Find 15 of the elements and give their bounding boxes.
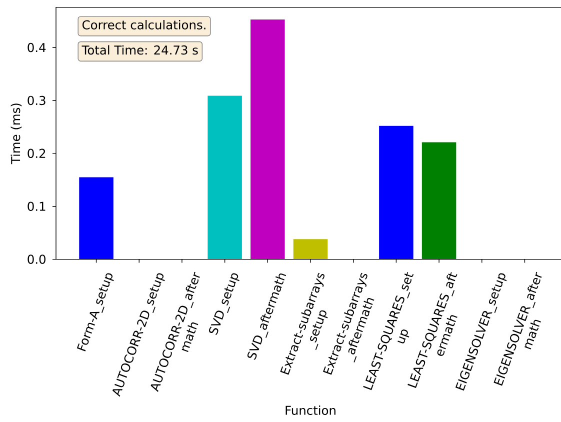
y-axis-title: Time (ms): [10, 104, 22, 164]
bar: [293, 239, 328, 260]
y-tick-label: 0.2: [28, 148, 46, 158]
y-tick-label: 0.3: [28, 96, 46, 106]
bar: [379, 126, 414, 260]
bar: [208, 96, 242, 260]
bar: [250, 19, 285, 260]
y-tick-label: 0.0: [28, 254, 46, 264]
bar: [422, 142, 456, 260]
x-axis-title: Function: [286, 406, 336, 415]
y-tick-label: 0.1: [28, 202, 46, 211]
y-tick-label: 0.4: [28, 42, 46, 52]
annotation: Correct calculations.: [82, 20, 206, 30]
bar: [79, 177, 114, 260]
annotation: Total Time: 24.73 s: [82, 45, 198, 55]
